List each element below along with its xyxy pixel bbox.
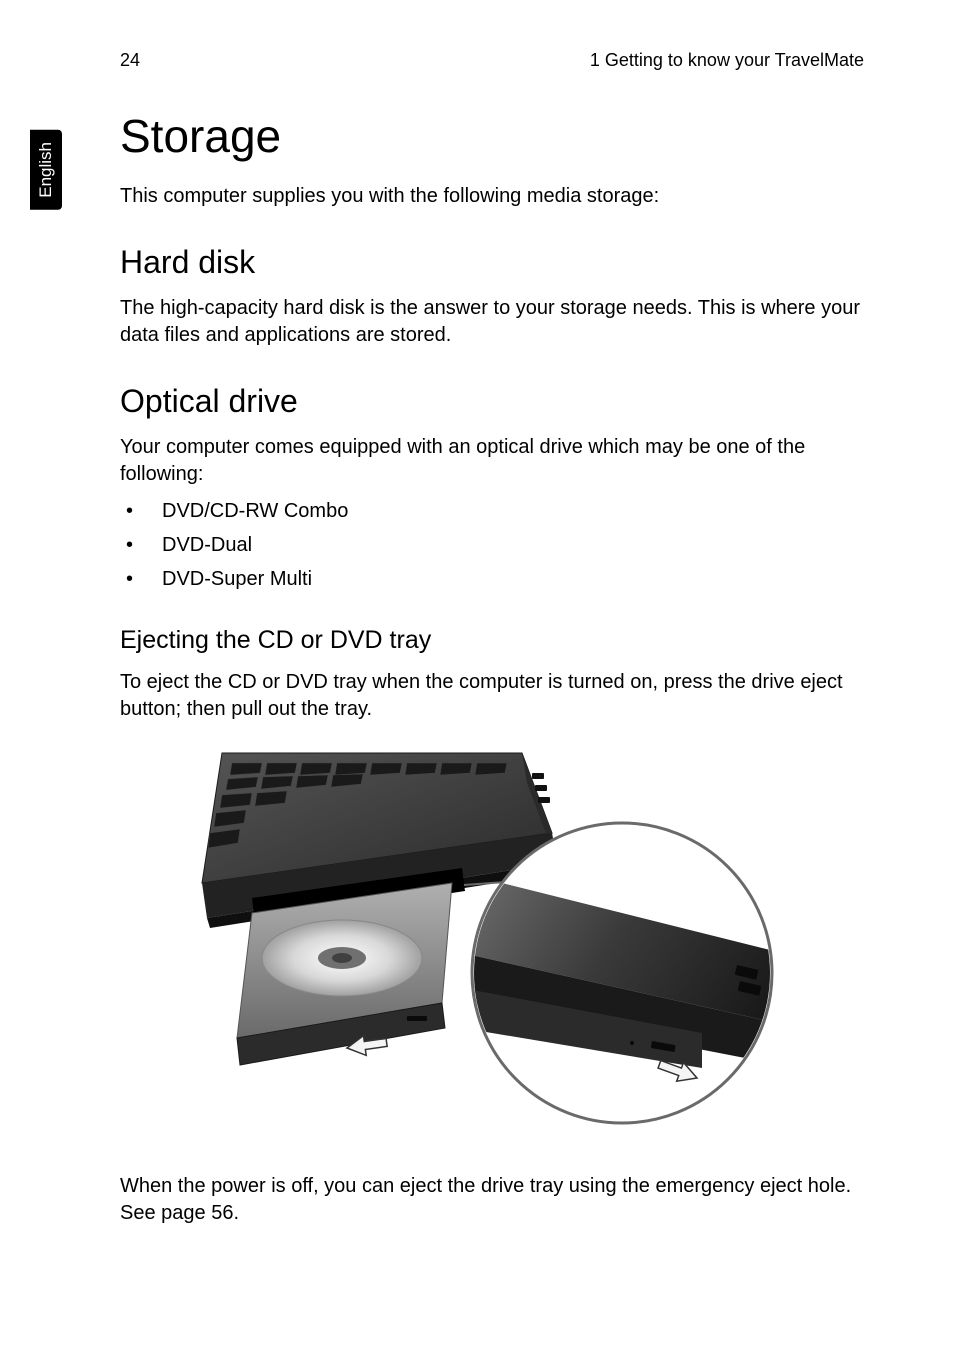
chapter-title: 1 Getting to know your TravelMate xyxy=(590,50,864,71)
ejecting-body-1: To eject the CD or DVD tray when the com… xyxy=(120,669,864,723)
list-item: DVD-Dual xyxy=(120,528,864,562)
optical-drive-list: DVD/CD-RW Combo DVD-Dual DVD-Super Multi xyxy=(120,494,864,596)
heading-hard-disk: Hard disk xyxy=(120,244,864,281)
heading-optical-drive: Optical drive xyxy=(120,383,864,420)
heading-ejecting: Ejecting the CD or DVD tray xyxy=(120,626,864,655)
page-content: 24 1 Getting to know your TravelMate Sto… xyxy=(0,0,954,1369)
intro-paragraph: This computer supplies you with the foll… xyxy=(120,183,864,210)
ejecting-body-2: When the power is off, you can eject the… xyxy=(120,1173,864,1227)
heading-storage: Storage xyxy=(120,109,864,163)
page-header: 24 1 Getting to know your TravelMate xyxy=(120,50,864,71)
page-number: 24 xyxy=(120,50,140,71)
list-item: DVD/CD-RW Combo xyxy=(120,494,864,528)
hard-disk-body: The high-capacity hard disk is the answe… xyxy=(120,295,864,349)
optical-intro: Your computer comes equipped with an opt… xyxy=(120,434,864,488)
inset-detail xyxy=(462,823,822,1123)
list-item: DVD-Super Multi xyxy=(120,562,864,596)
dvd-tray xyxy=(237,883,452,1065)
laptop-eject-illustration xyxy=(152,743,832,1143)
eject-figure xyxy=(120,743,864,1143)
